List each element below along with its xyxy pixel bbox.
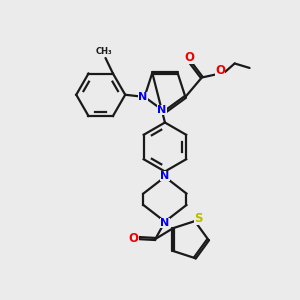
- Text: N: N: [160, 171, 170, 181]
- Text: O: O: [215, 64, 225, 77]
- Text: O: O: [184, 51, 194, 64]
- Text: N: N: [160, 218, 170, 228]
- Text: N: N: [157, 105, 167, 115]
- Text: N: N: [138, 92, 148, 102]
- Text: O: O: [129, 232, 139, 244]
- Text: CH₃: CH₃: [96, 47, 112, 56]
- Text: S: S: [194, 212, 203, 225]
